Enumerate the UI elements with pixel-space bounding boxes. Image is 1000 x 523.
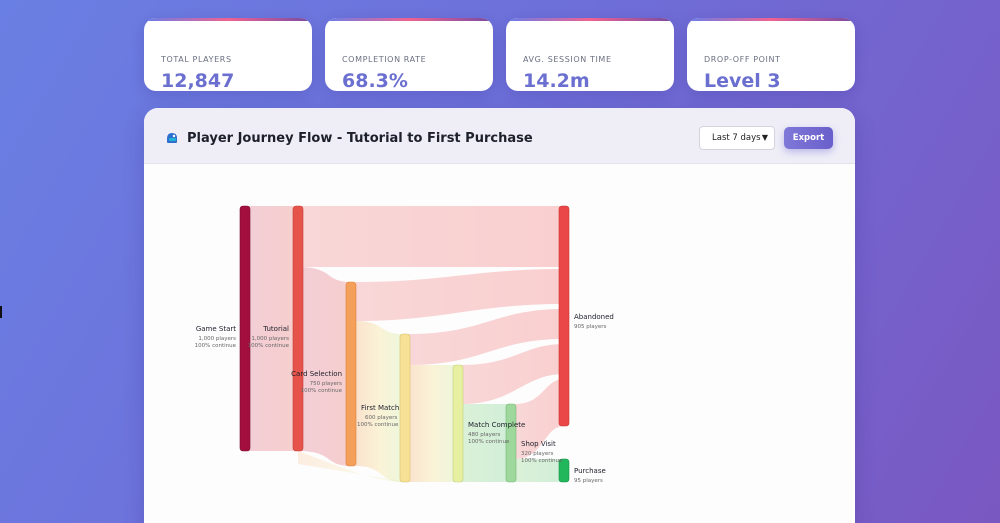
svg-text:1,000 players: 1,000 players [251,336,289,342]
flow-card-firstmatch [356,321,403,482]
stat-card-total-players: TOTAL PLAYERS 12,847 [144,18,312,91]
svg-text:480 players: 480 players [468,432,501,438]
label-tutorial: Tutorial 1,000 players 100% continue [248,325,290,349]
svg-text:100% continue: 100% continue [468,439,510,445]
label-game-start: Game Start 1,000 players 100% continue [195,325,237,349]
svg-text:100% continue: 100% continue [248,343,290,349]
svg-text:95 players: 95 players [574,478,603,484]
svg-text:Match Complete: Match Complete [468,421,525,429]
svg-text:Game Start: Game Start [196,325,236,333]
node-tutorial [292,205,304,452]
stat-card-drop-off-point: DROP-OFF POINT Level 3 [687,18,855,91]
flow-shop-abandoned [515,379,564,459]
stat-value: 12,847 [161,70,235,91]
svg-text:First Match: First Match [361,404,399,412]
node-purchase [558,458,570,483]
label-card-selection: Card Selection 750 players 100% continue [291,370,342,394]
flow-matchcomplete-abandoned [462,344,564,404]
date-range-select[interactable]: Last 7 days ▼ [699,126,775,150]
flow-card-abandoned [356,269,564,321]
svg-text:100% continue: 100% continue [195,343,237,349]
stat-value: 68.3% [342,70,408,91]
panel-title: Player Journey Flow - Tutorial to First … [187,131,533,146]
stat-label: TOTAL PLAYERS [161,55,232,64]
svg-text:905 players: 905 players [574,324,607,330]
flow-start-tutorial [245,206,293,451]
stat-label: DROP-OFF POINT [704,55,781,64]
stat-label: COMPLETION RATE [342,55,427,64]
node-match-complete [452,364,464,483]
sankey-canvas: Game Start 1,000 players 100% continue T… [144,164,855,523]
flow-lower-sweep [298,451,408,482]
label-abandoned: Abandoned 905 players [574,313,614,330]
svg-text:100% continue: 100% continue [301,388,343,394]
svg-text:Shop Visit: Shop Visit [521,440,556,448]
node-first-match [399,333,411,483]
controller-icon [167,133,177,143]
svg-text:Card Selection: Card Selection [291,370,342,378]
svg-text:600 players: 600 players [365,415,398,421]
node-abandoned [558,205,570,427]
journey-panel: Player Journey Flow - Tutorial to First … [144,108,855,523]
node-game-start [239,205,251,452]
stat-label: AVG. SESSION TIME [523,55,612,64]
stat-card-session-time: AVG. SESSION TIME 14.2m [506,18,674,91]
flow-shop-purchase [515,459,564,482]
flow-matchcomplete-shop [462,404,510,482]
svg-text:1,000 players: 1,000 players [198,336,236,342]
svg-text:100% continue: 100% continue [357,422,399,428]
flow-firstmatch-matchcomplete [408,365,457,482]
flow-firstmatch-abandoned [408,309,564,365]
node-shop-visit [505,403,517,483]
stat-value: Level 3 [704,70,781,91]
date-range-value: Last 7 days [712,133,761,143]
svg-text:Tutorial: Tutorial [262,325,289,333]
sankey-diagram: Game Start 1,000 players 100% continue T… [195,205,614,484]
svg-text:Purchase: Purchase [574,467,606,475]
label-purchase: Purchase 95 players [574,467,606,484]
svg-text:750 players: 750 players [310,381,343,387]
stat-value: 14.2m [523,70,590,91]
flow-tutorial-card [298,267,351,466]
chevron-down-icon: ▼ [761,133,768,142]
stat-card-completion-rate: COMPLETION RATE 68.3% [325,18,493,91]
svg-text:Abandoned: Abandoned [574,313,614,321]
panel-header: Player Journey Flow - Tutorial to First … [144,108,855,164]
node-card-selection [345,281,357,467]
export-button[interactable]: Export [784,127,833,149]
flow-tutorial-abandoned [298,206,564,267]
svg-text:100% continue: 100% continue [521,458,563,464]
svg-text:320 players: 320 players [521,451,554,457]
label-shop-visit: Shop Visit 320 players 100% continue [521,440,563,464]
label-match-complete: Match Complete 480 players 100% continue [468,421,525,445]
label-first-match: First Match 600 players 100% continue [357,404,399,428]
edge-marker [0,306,2,318]
